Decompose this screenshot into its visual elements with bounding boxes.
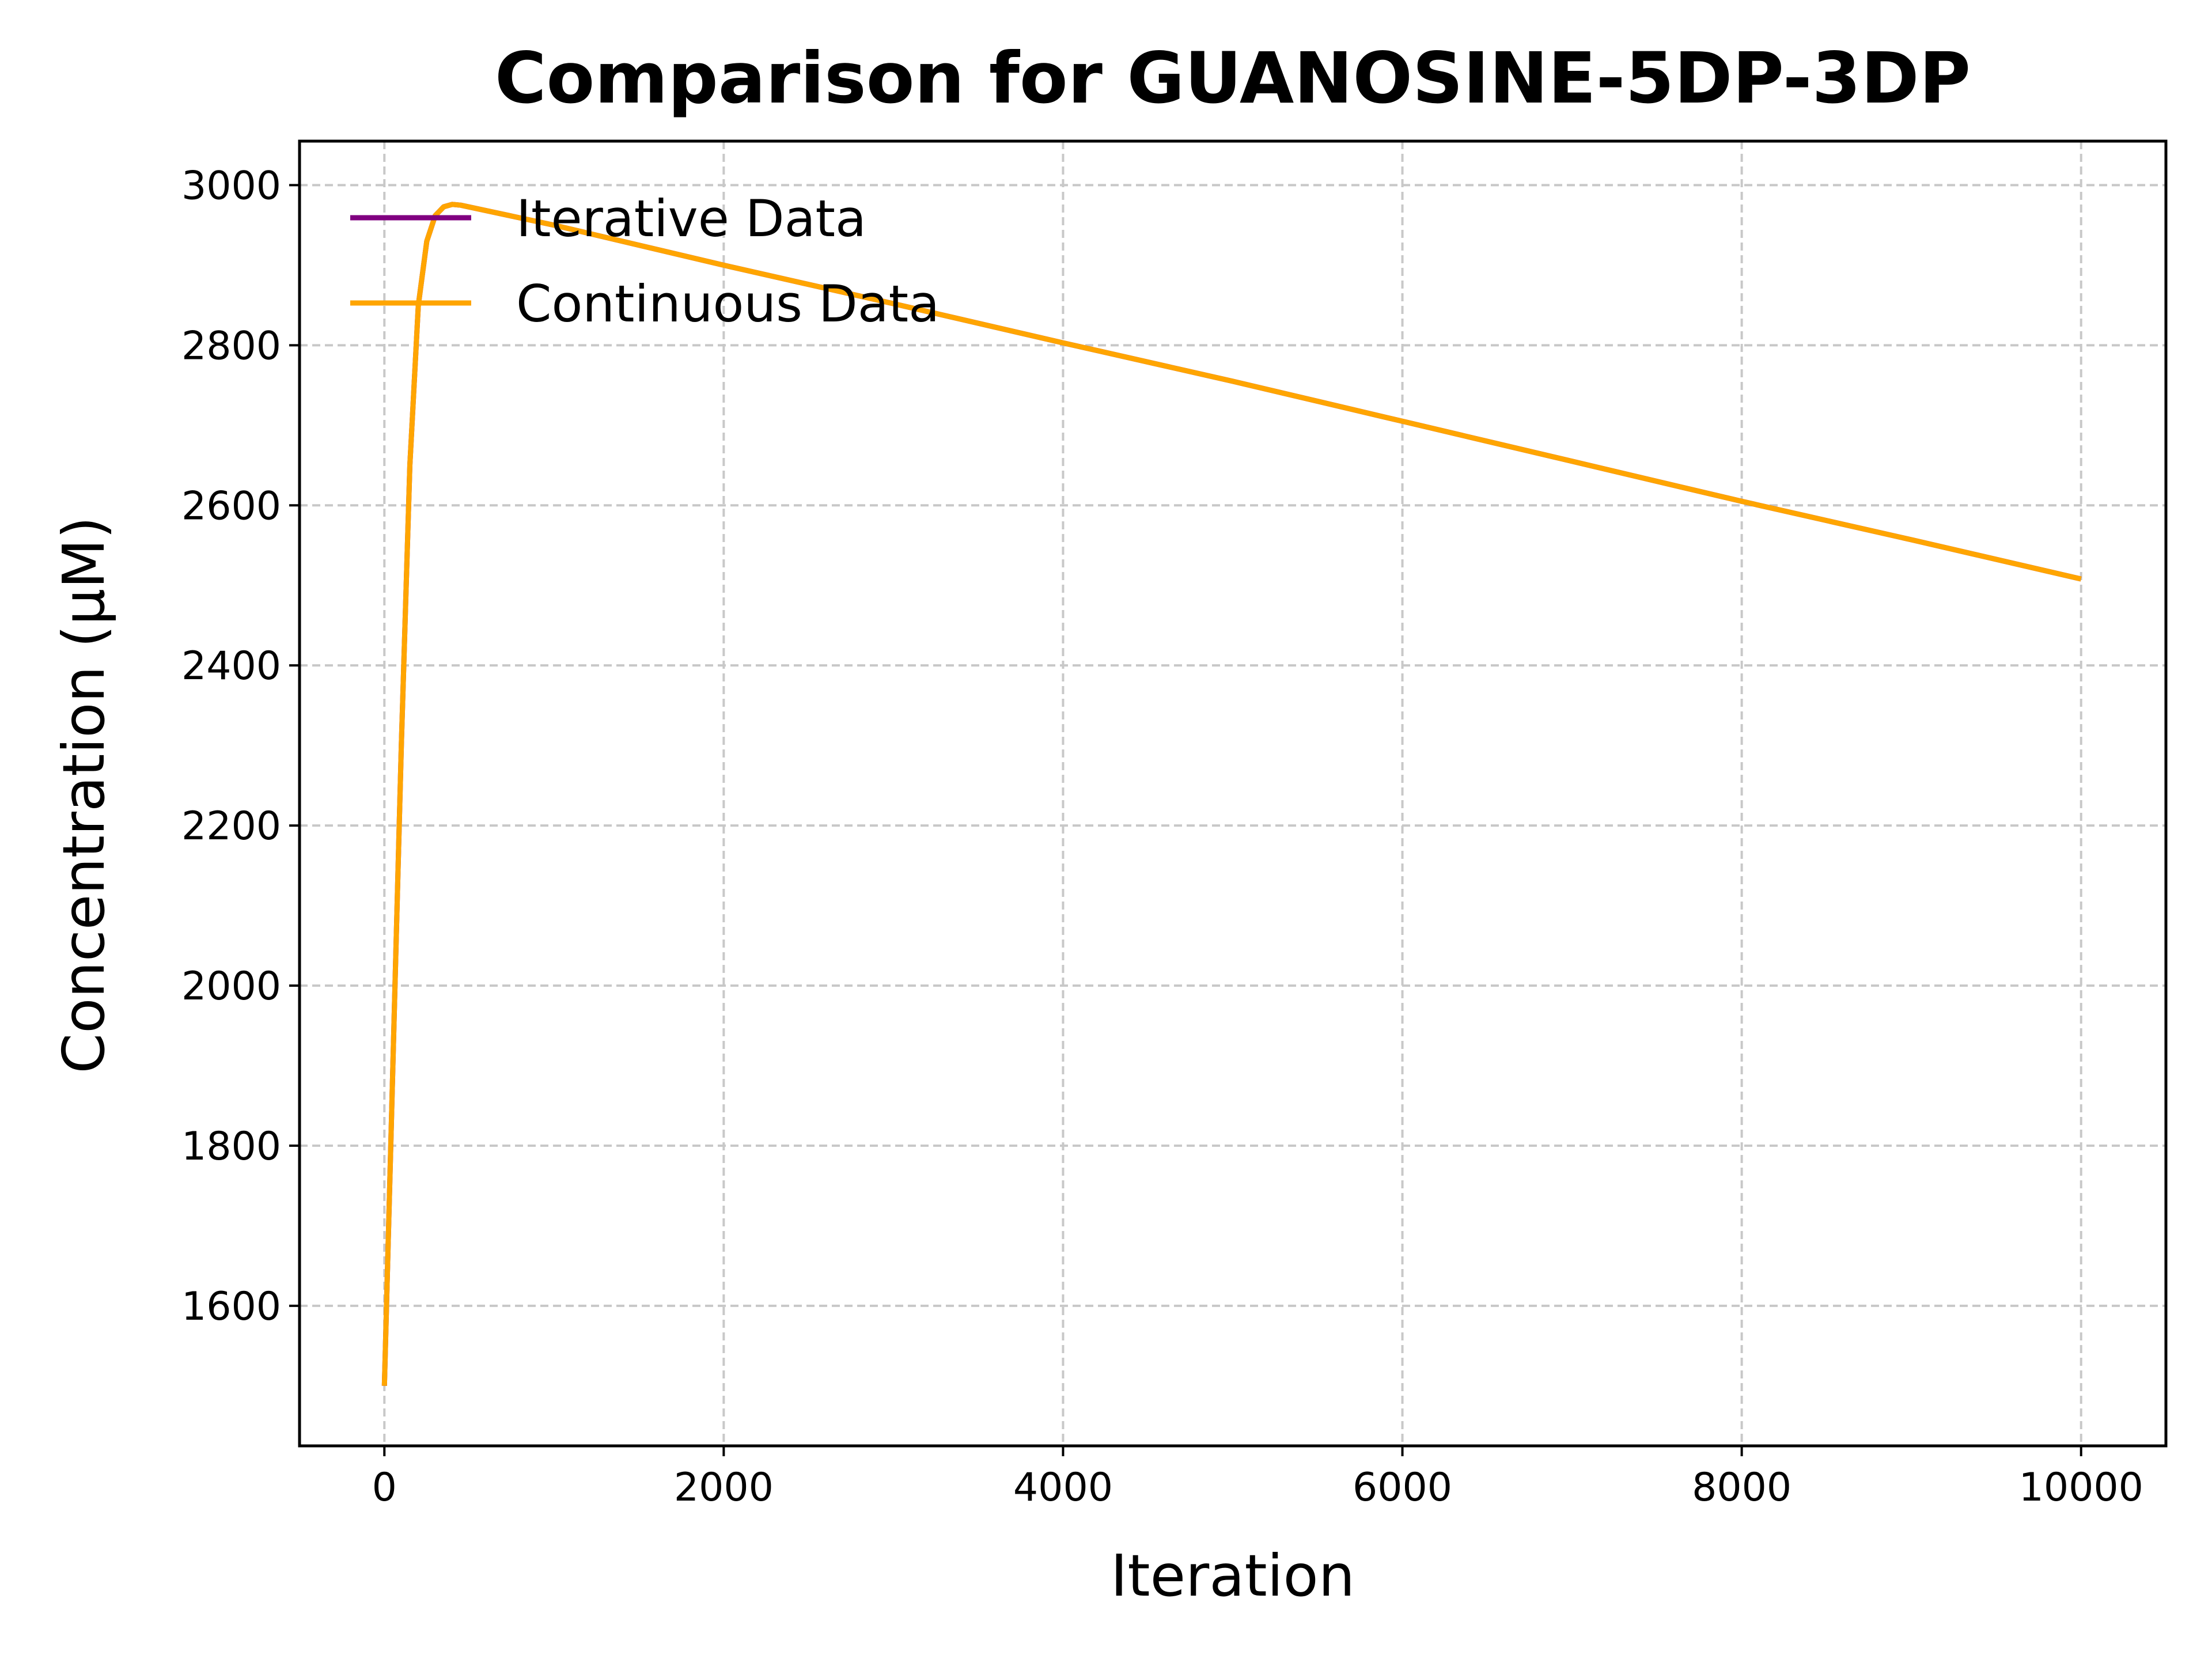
x-axis-label: Iteration bbox=[1111, 1542, 1355, 1609]
legend-label-0: Iterative Data bbox=[516, 189, 866, 248]
x-tick-label: 0 bbox=[372, 1465, 397, 1510]
legend-label-1: Continuous Data bbox=[516, 274, 940, 334]
x-tick-label: 2000 bbox=[674, 1465, 774, 1510]
x-tick-label: 4000 bbox=[1013, 1465, 1113, 1510]
y-tick-label: 2200 bbox=[181, 804, 281, 849]
x-tick-label: 10000 bbox=[2019, 1465, 2143, 1510]
y-tick-label: 2800 bbox=[181, 323, 281, 369]
y-tick-label: 1600 bbox=[181, 1284, 281, 1330]
y-tick-label: 3000 bbox=[181, 163, 281, 209]
chart-title: Comparison for GUANOSINE-5DP-3DP bbox=[495, 37, 1971, 119]
y-tick-label: 1800 bbox=[181, 1124, 281, 1169]
y-tick-label: 2600 bbox=[181, 483, 281, 529]
x-tick-label: 8000 bbox=[1692, 1465, 1791, 1510]
x-tick-label: 6000 bbox=[1353, 1465, 1452, 1510]
y-tick-label: 2400 bbox=[181, 643, 281, 689]
y-tick-label: 2000 bbox=[181, 964, 281, 1009]
y-axis-label: Concentration (μM) bbox=[50, 516, 118, 1073]
